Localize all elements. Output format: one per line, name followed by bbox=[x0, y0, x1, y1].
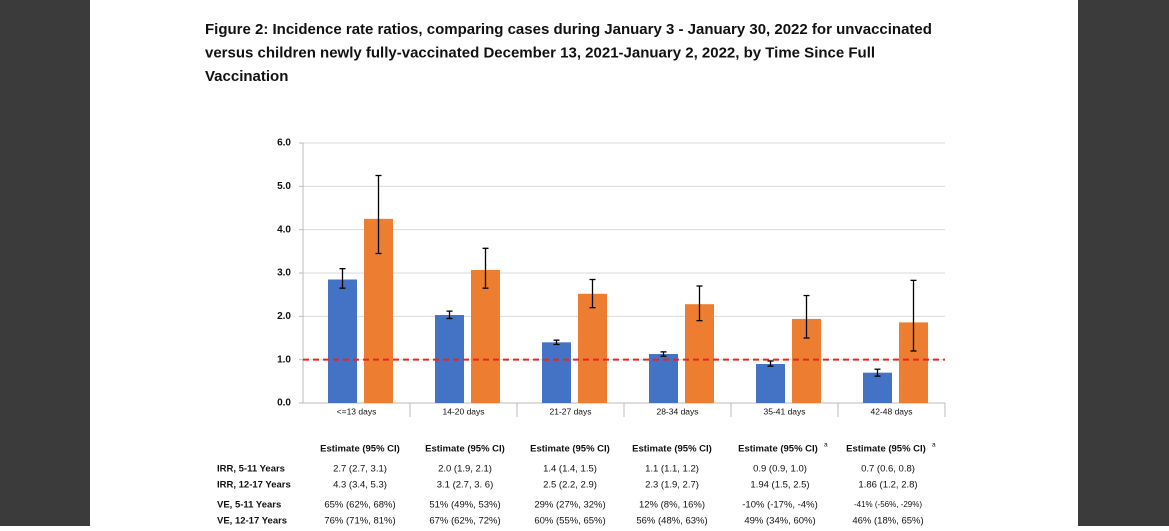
x-tick-label: <=13 days bbox=[337, 406, 377, 416]
table-cell: 1.94 (1.5, 2.5) bbox=[750, 480, 809, 491]
row-label: VE, 12-17 Years bbox=[217, 516, 287, 526]
table-cell: 49% (34%, 60%) bbox=[744, 516, 815, 526]
y-tick-label: 0.0 bbox=[277, 398, 291, 409]
table-header: Estimate (95% CI) bbox=[632, 444, 712, 455]
table-cell: 29% (27%, 32%) bbox=[534, 500, 605, 511]
y-tick-label: 5.0 bbox=[277, 181, 291, 192]
y-tick-label: 6.0 bbox=[277, 138, 291, 149]
table-cell: 1.86 (1.2, 2.8) bbox=[858, 480, 917, 491]
table-cell: 3.1 (2.7, 3. 6) bbox=[437, 480, 494, 491]
table-cell: 51% (49%, 53%) bbox=[429, 500, 500, 511]
table-cell: -10% (-17%, -4%) bbox=[742, 500, 818, 511]
table-cell: 2.0 (1.9, 2.1) bbox=[438, 464, 492, 475]
table-cell: 2.5 (2.2, 2.9) bbox=[543, 480, 597, 491]
bar bbox=[756, 364, 785, 403]
table-header: Estimate (95% CI) bbox=[320, 444, 400, 455]
chart-title: Figure 2: Incidence rate ratios, compari… bbox=[205, 21, 932, 38]
chart-title: Vaccination bbox=[205, 68, 288, 85]
y-tick-label: 3.0 bbox=[277, 268, 291, 279]
table-cell: 2.7 (2.7, 3.1) bbox=[333, 464, 387, 475]
x-tick-label: 42-48 days bbox=[870, 406, 912, 416]
x-tick-label: 14-20 days bbox=[442, 406, 484, 416]
row-label: IRR, 5-11 Years bbox=[217, 464, 285, 475]
table-cell: 60% (55%, 65%) bbox=[534, 516, 605, 526]
table-cell: 56% (48%, 63%) bbox=[636, 516, 707, 526]
table-header-note: a bbox=[932, 442, 936, 449]
table-header: Estimate (95% CI) bbox=[738, 444, 818, 455]
table-cell: 2.3 (1.9, 2.7) bbox=[645, 480, 699, 491]
bar bbox=[578, 293, 607, 403]
left-margin bbox=[0, 0, 90, 526]
chart-title: versus children newly fully-vaccinated D… bbox=[205, 44, 875, 61]
table-cell: 1.4 (1.4, 1.5) bbox=[543, 464, 597, 475]
bar bbox=[328, 279, 357, 403]
x-tick-label: 21-27 days bbox=[549, 406, 591, 416]
bar bbox=[542, 342, 571, 403]
row-label: IRR, 12-17 Years bbox=[217, 480, 291, 491]
bar bbox=[471, 269, 500, 403]
table-cell: 67% (62%, 72%) bbox=[429, 516, 500, 526]
table-cell: 65% (62%, 68%) bbox=[324, 500, 395, 511]
table-header: Estimate (95% CI) bbox=[530, 444, 610, 455]
row-label: VE, 5-11 Years bbox=[217, 500, 281, 511]
table-cell: 1.1 (1.1, 1.2) bbox=[645, 464, 699, 475]
table-cell: 0.9 (0.9, 1.0) bbox=[753, 464, 807, 475]
table-cell: 0.7 (0.6, 0.8) bbox=[861, 464, 915, 475]
y-tick-label: 4.0 bbox=[277, 224, 291, 235]
table-header: Estimate (95% CI) bbox=[846, 444, 926, 455]
y-tick-label: 1.0 bbox=[277, 354, 291, 365]
y-tick-label: 2.0 bbox=[277, 311, 291, 322]
x-tick-label: 28-34 days bbox=[656, 406, 698, 416]
table-header-note: a bbox=[824, 442, 828, 449]
right-margin bbox=[1078, 0, 1169, 526]
table-cell: -41% (-56%, -29%) bbox=[854, 500, 922, 509]
x-tick-label: 35-41 days bbox=[763, 406, 805, 416]
table-cell: 46% (18%, 65%) bbox=[852, 516, 923, 526]
table-cell: 4.3 (3.4, 5.3) bbox=[333, 480, 387, 491]
table-header: Estimate (95% CI) bbox=[425, 444, 505, 455]
table-cell: 76% (71%, 81%) bbox=[324, 516, 395, 526]
bar bbox=[863, 372, 892, 403]
table-cell: 12% (8%, 16%) bbox=[639, 500, 705, 511]
bar bbox=[435, 315, 464, 403]
bar bbox=[649, 354, 678, 403]
